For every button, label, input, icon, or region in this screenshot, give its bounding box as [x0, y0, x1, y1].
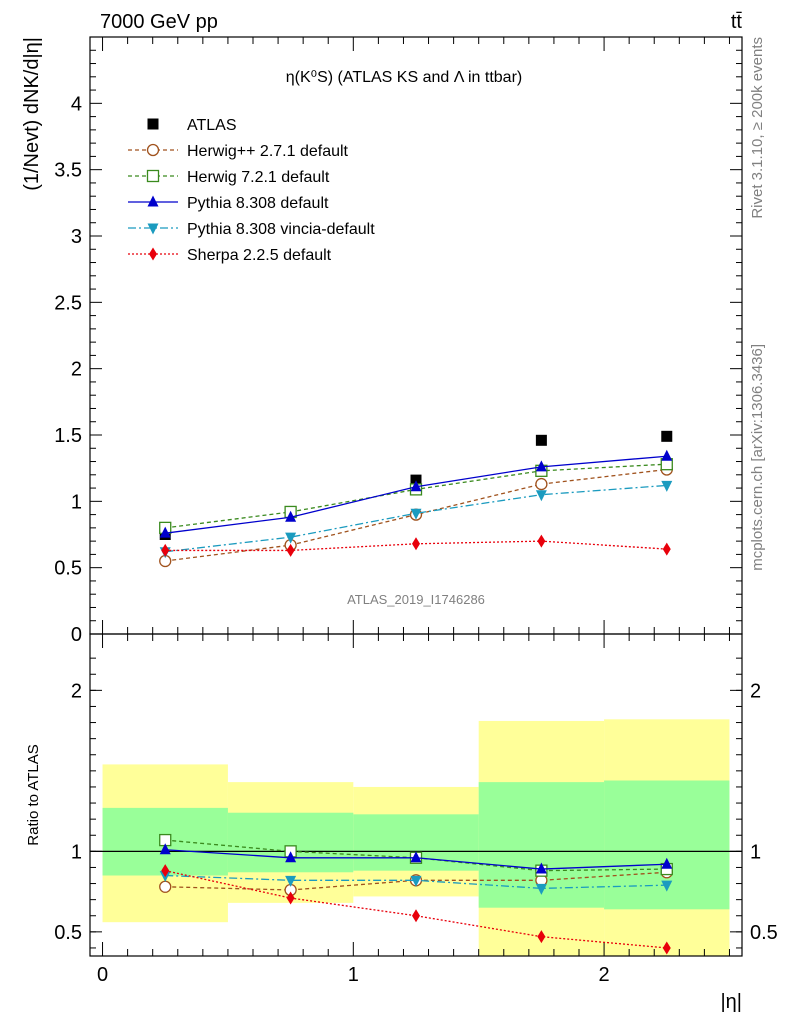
main-y-axis-label: (1/Nevt) dNK/d|η| [21, 37, 43, 191]
legend-entry-5: Sherpa 2.2.5 default [187, 247, 332, 264]
main-point-5-2 [412, 537, 420, 551]
x-tick-label: 1 [348, 964, 359, 986]
ratio-series-line-3 [165, 874, 667, 890]
ratio-y-tick-label: 2 [71, 680, 82, 702]
legend-marker-1 [146, 143, 160, 157]
ratio-point-3-4 [661, 880, 673, 892]
ratio-point-0-0 [159, 880, 172, 893]
ratio-series-3 [159, 871, 673, 895]
plot-title: η(K⁰S) (ATLAS KS and Λ in ttbar) [286, 69, 522, 86]
ratio-point-3-3 [535, 883, 547, 895]
x-axis-label: |η| [720, 991, 742, 1013]
ratio-y-axis-label: Ratio to ATLAS [25, 744, 42, 845]
ratio-series-line-4 [165, 870, 667, 949]
analysis-watermark: ATLAS_2019_I1746286 [347, 592, 485, 607]
main-series-line-4 [165, 484, 667, 553]
main-y-tick-label: 0 [71, 624, 82, 646]
main-point-3-2 [410, 480, 422, 492]
ratio-point-2-2 [410, 851, 422, 863]
main-point-5-0 [161, 543, 170, 557]
ratio-point-2-1 [285, 851, 297, 863]
legend-entry-0: ATLAS [187, 117, 237, 134]
side-mcplots-label: mcplots.cern.ch [arXiv:1306.3436] [749, 344, 766, 571]
legend-marker-4 [147, 223, 159, 235]
ratio-point-4-2 [412, 909, 420, 923]
main-y-tick-label: 2.5 [54, 292, 82, 314]
legend-marker-0 [147, 118, 159, 130]
main-point-5-1 [286, 543, 295, 557]
main-series-3 [159, 449, 673, 538]
ratio-series-2 [159, 843, 673, 874]
main-y-tick-label: 2 [71, 359, 82, 381]
ratio-plot-series [159, 833, 673, 955]
main-point-3-0 [159, 526, 171, 538]
ratio-series-4 [161, 864, 671, 955]
legend-entry-4: Pythia 8.308 vincia-default [187, 221, 375, 238]
main-point-4-1 [285, 532, 297, 544]
ratio-y-tick-label-right: 1 [750, 841, 761, 863]
main-y-tick-label: 3 [71, 226, 82, 248]
main-y-tick-label: 1.5 [54, 425, 82, 447]
ratio-point-2-3 [535, 862, 547, 874]
legend: ATLAS Herwig++ 2.7.1 default Herwig 7.2.1 … [128, 117, 375, 264]
ratio-point-4-4 [662, 941, 671, 955]
main-y-tick-label: 0.5 [54, 558, 82, 580]
main-point-1-3 [535, 477, 548, 491]
legend-entry-1: Herwig++ 2.7.1 default [187, 143, 349, 160]
legend-entry-3: Pythia 8.308 default [187, 195, 329, 212]
header-process: tt̄ [731, 11, 743, 33]
legend-entry-2: Herwig 7.2.1 default [187, 169, 330, 186]
x-tick-label: 0 [97, 964, 108, 986]
main-point-3-1 [285, 510, 297, 522]
main-series-5 [161, 534, 671, 557]
main-point-3-4 [661, 449, 673, 461]
ratio-point-2-4 [661, 857, 673, 869]
main-plot-series [159, 430, 673, 568]
main-point-0-2 [410, 474, 422, 486]
band-inner-bin-1 [227, 812, 354, 873]
main-point-0-3 [535, 434, 547, 446]
main-point-5-4 [662, 542, 671, 556]
main-y-tick-label: 4 [71, 93, 82, 115]
ratio-y-tick-label: 0.5 [54, 922, 82, 944]
ratio-point-4-1 [286, 891, 295, 905]
header-energy: 7000 GeV pp [100, 11, 218, 33]
legend-marker-2 [146, 169, 160, 183]
ratio-y-tick-label: 1 [71, 841, 82, 863]
x-tick-label: 2 [599, 964, 610, 986]
ratio-plot-frame [89, 633, 743, 957]
main-point-0-4 [661, 430, 673, 442]
main-point-4-3 [535, 490, 547, 502]
main-y-tick-label: 3.5 [54, 160, 82, 182]
main-point-5-3 [537, 534, 546, 548]
ratio-point-4-3 [537, 930, 546, 944]
main-series-2 [159, 458, 673, 535]
ratio-point-3-2 [410, 875, 422, 887]
main-point-4-2 [410, 508, 422, 520]
ratio-point-4-0 [161, 864, 170, 878]
ratio-y-tick-label-right: 0.5 [750, 922, 778, 944]
legend-marker-3 [147, 195, 159, 207]
ratio-point-2-0 [159, 843, 171, 855]
ratio-y-tick-label-right: 2 [750, 680, 761, 702]
main-point-3-3 [535, 460, 547, 472]
main-y-tick-label: 1 [71, 491, 82, 513]
ratio-point-3-1 [285, 875, 297, 887]
side-rivet-label: Rivet 3.1.10, ≥ 200k events [749, 37, 766, 219]
legend-marker-5 [149, 247, 157, 261]
main-point-4-4 [661, 480, 673, 492]
